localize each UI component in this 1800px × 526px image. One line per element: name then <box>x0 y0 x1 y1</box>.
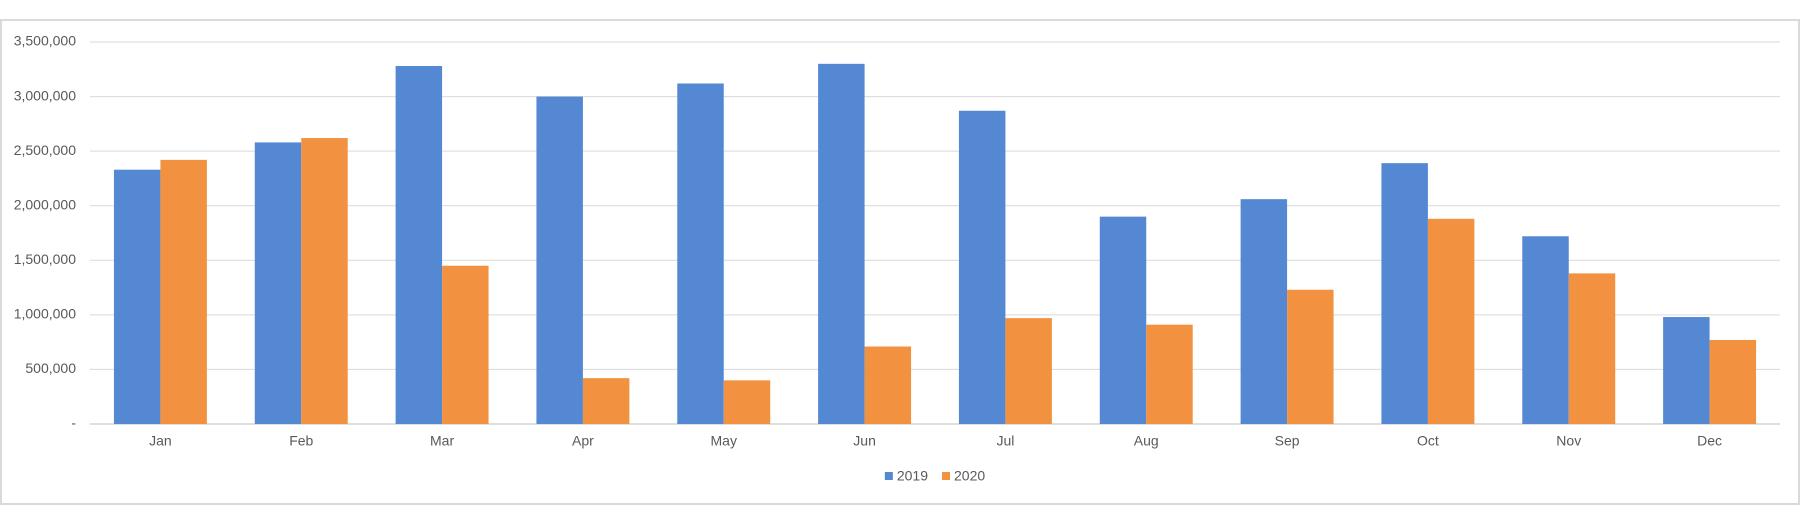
bar <box>395 66 443 425</box>
x-tick-label: Feb <box>289 433 313 449</box>
bar <box>677 83 724 424</box>
y-tick-label: 3,000,000 <box>14 87 76 103</box>
x-tick-label: Sep <box>1275 433 1300 449</box>
bar <box>1709 339 1757 424</box>
bar <box>113 169 161 424</box>
x-tick-label: Mar <box>430 433 454 449</box>
bar <box>1381 163 1428 425</box>
legend-swatch <box>884 472 893 480</box>
x-tick-label: Nov <box>1556 433 1581 449</box>
x-tick-label: Jan <box>149 433 172 449</box>
bar <box>864 346 912 424</box>
bar <box>723 380 771 424</box>
bar <box>1005 318 1052 424</box>
bar <box>254 142 302 424</box>
bar <box>1287 289 1334 424</box>
bar <box>536 96 583 425</box>
x-tick-label: Aug <box>1134 433 1159 449</box>
bar <box>818 63 865 424</box>
bar <box>958 110 1006 424</box>
legend-swatch <box>942 472 950 480</box>
x-tick-label: Apr <box>572 433 594 449</box>
y-tick-label: 500,000 <box>25 360 76 376</box>
y-tick-label: 2,000,000 <box>14 196 76 212</box>
legend-label: 2019 <box>897 468 928 484</box>
x-tick-label: Jun <box>853 433 876 449</box>
bar <box>160 159 207 425</box>
y-tick-label: 1,000,000 <box>14 306 76 322</box>
x-tick-label: Jul <box>996 433 1014 449</box>
bar <box>442 265 489 424</box>
bar <box>1568 273 1616 424</box>
x-tick-label: Dec <box>1697 433 1722 449</box>
y-tick-label: 1,500,000 <box>14 251 76 267</box>
bar <box>1099 216 1147 424</box>
bar <box>1663 317 1710 424</box>
y-tick-label: 2,500,000 <box>14 142 76 158</box>
legend-label: 2020 <box>954 468 985 484</box>
bar <box>1240 199 1288 424</box>
bar <box>582 378 630 424</box>
y-tick-label: - <box>71 415 76 431</box>
bar <box>1427 218 1475 424</box>
bar <box>1146 324 1193 424</box>
x-tick-label: Oct <box>1417 433 1439 449</box>
bar <box>301 138 348 424</box>
x-tick-label: May <box>711 433 737 449</box>
bar <box>1522 236 1569 424</box>
y-tick-label: 3,500,000 <box>14 33 76 49</box>
